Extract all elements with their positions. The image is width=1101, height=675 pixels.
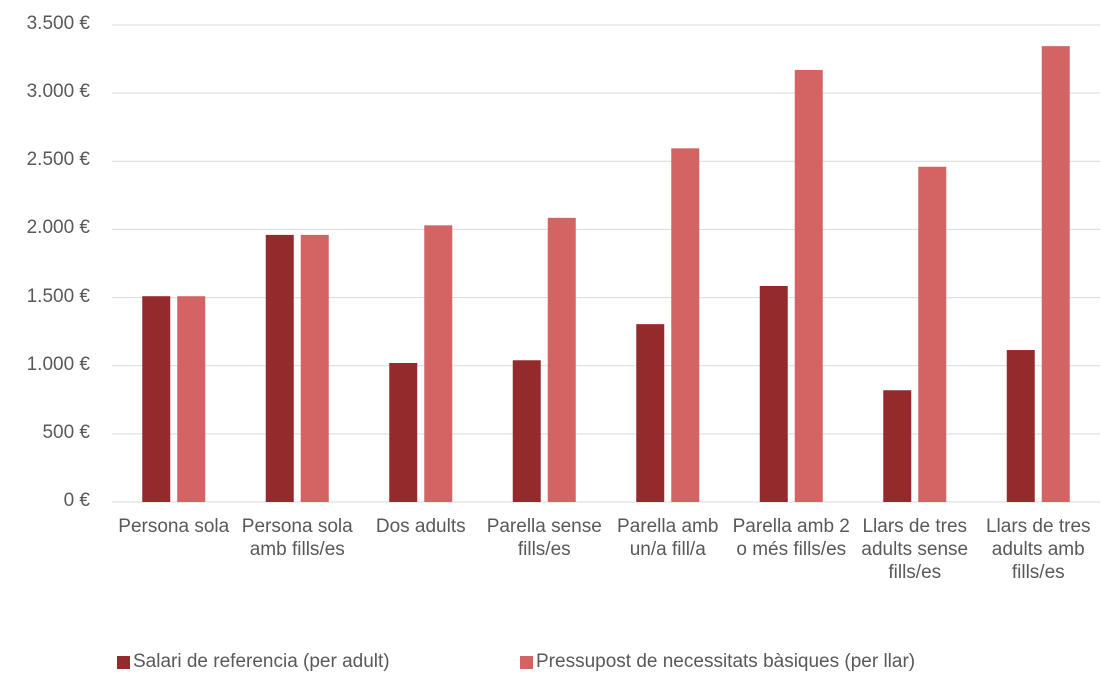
bar bbox=[918, 166, 947, 503]
bar bbox=[1041, 46, 1070, 502]
y-tick-label: 3.000 € bbox=[26, 81, 90, 103]
bar bbox=[142, 296, 171, 502]
y-tick-label: 1.000 € bbox=[26, 353, 90, 375]
legend-label: Pressupost de necessitats bàsiques (per … bbox=[536, 651, 916, 672]
x-tick-label: Llars de tres adults sense fills/es bbox=[861, 516, 969, 583]
bar bbox=[1006, 350, 1035, 502]
y-tick-label: 0 € bbox=[63, 490, 90, 511]
bar bbox=[512, 360, 541, 502]
y-tick-label: 1.500 € bbox=[26, 285, 90, 307]
bar bbox=[424, 225, 453, 502]
bar bbox=[883, 390, 912, 502]
legend-entry: Pressupost de necessitats bàsiques (per … bbox=[520, 651, 915, 673]
bar bbox=[636, 324, 665, 502]
bar bbox=[300, 234, 329, 502]
bar bbox=[759, 285, 788, 502]
bar bbox=[265, 234, 294, 502]
x-tick-label: Persona sola amb fills/es bbox=[241, 516, 353, 560]
bar bbox=[794, 69, 823, 502]
y-tick-label: 3.500 € bbox=[26, 13, 90, 34]
y-tick-label: 2.000 € bbox=[26, 217, 90, 239]
x-tick-label: Dos adults bbox=[375, 516, 466, 537]
legend-label: Salari de referencia (per adult) bbox=[133, 651, 390, 672]
bar bbox=[177, 296, 206, 502]
x-tick-label: Llars de tres adults amb fills/es bbox=[985, 516, 1091, 583]
x-tick-label: Parella amb un/a fill/a bbox=[617, 516, 719, 560]
legend-entry: Salari de referencia (per adult) bbox=[117, 651, 390, 673]
bar bbox=[671, 148, 700, 503]
bar bbox=[547, 217, 576, 502]
bar bbox=[389, 362, 418, 502]
legend-swatch bbox=[117, 655, 130, 669]
x-tick-label: Persona sola bbox=[118, 516, 230, 537]
y-tick-label: 2.500 € bbox=[26, 149, 90, 171]
x-tick-label: Parella amb 2 o més fills/es bbox=[732, 516, 850, 560]
x-tick-label: Parella sense fills/es bbox=[486, 516, 602, 560]
legend-swatch bbox=[520, 655, 533, 669]
y-tick-label: 500 € bbox=[42, 421, 90, 443]
